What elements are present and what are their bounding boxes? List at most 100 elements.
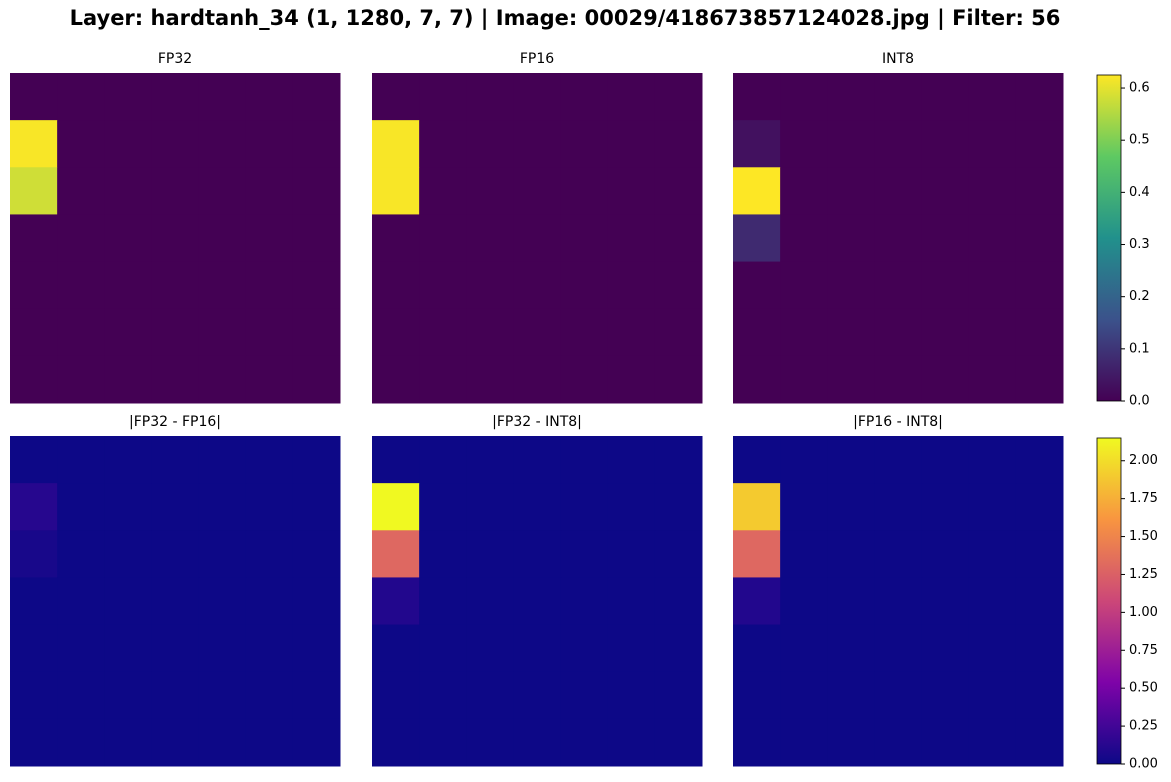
heatmap-cell: [1015, 214, 1064, 263]
heatmap-cell: [372, 671, 420, 720]
heatmap-cell: [151, 530, 200, 578]
heatmap-cell: [654, 73, 703, 121]
heatmap-cell: [560, 577, 609, 626]
heatmap-cell: [57, 530, 105, 578]
heatmap-cell: [104, 120, 152, 168]
heatmap-cell: [1015, 577, 1064, 626]
heatmap-cell: [419, 308, 467, 357]
heatmap-cell: [654, 577, 703, 626]
heatmap-cell: [921, 308, 970, 357]
heatmap-cell: [419, 671, 467, 720]
heatmap-cell: [104, 530, 152, 578]
colorbar-tick-label: 0.00: [1129, 757, 1158, 772]
colorbar-tick-label: 0.4: [1129, 185, 1150, 200]
heatmap-cell: [968, 214, 1017, 263]
heatmap-cell: [827, 120, 875, 168]
heatmap-cell: [104, 355, 152, 404]
heatmap-cell: [151, 577, 200, 626]
heatmap-cell: [104, 167, 152, 215]
heatmap-cell: [372, 308, 420, 357]
heatmap-cell: [968, 718, 1017, 767]
heatmap-cell: [292, 120, 341, 168]
heatmap-cell: [968, 624, 1017, 673]
heatmap-cell: [10, 577, 58, 626]
colorbar-tick-label: 0.1: [1129, 341, 1150, 356]
heatmap-cell: [513, 167, 562, 215]
panel-title: FP16: [520, 51, 554, 67]
heatmap-cell: [654, 120, 703, 168]
heatmap-cell: [560, 671, 609, 720]
heatmap-cell: [560, 120, 609, 168]
heatmap-cell: [372, 120, 420, 168]
heatmap-cell: [198, 355, 247, 404]
heatmap-cell: [607, 718, 656, 767]
heatmap-cell: [10, 530, 58, 578]
heatmap-cell: [733, 624, 781, 673]
heatmap-cell: [968, 73, 1017, 121]
figure-title: Layer: hardtanh_34 (1, 1280, 7, 7) | Ima…: [70, 6, 1061, 31]
heatmap-cell: [780, 577, 828, 626]
heatmap-cell: [372, 214, 420, 263]
heatmap-cell: [607, 483, 656, 531]
colorbar-tick-label: 2.00: [1129, 453, 1158, 468]
heatmap-cell: [654, 261, 703, 310]
heatmap-cell: [372, 577, 420, 626]
panel-title: INT8: [882, 51, 914, 67]
heatmap-cell: [466, 261, 514, 310]
heatmap-cell: [104, 671, 152, 720]
heatmap-cell: [654, 671, 703, 720]
heatmap-cell: [245, 120, 294, 168]
heatmap-cell: [57, 73, 105, 121]
heatmap-cell: [292, 718, 341, 767]
heatmap-cell: [827, 577, 875, 626]
heatmap-cell: [198, 483, 247, 531]
heatmap-cell: [198, 718, 247, 767]
heatmap-cell: [292, 530, 341, 578]
heatmap-cell: [654, 308, 703, 357]
heatmap-cell: [733, 483, 781, 531]
heatmap-cell: [151, 483, 200, 531]
heatmap-cell: [245, 73, 294, 121]
heatmap-cell: [419, 718, 467, 767]
heatmap-cell: [198, 577, 247, 626]
heatmap-cell: [513, 261, 562, 310]
heatmap-cell: [607, 671, 656, 720]
heatmap-cell: [921, 624, 970, 673]
heatmap-cell: [151, 436, 200, 484]
heatmap-cell: [780, 624, 828, 673]
heatmap-cell: [607, 577, 656, 626]
heatmap-cell: [151, 167, 200, 215]
heatmap-cell: [151, 214, 200, 263]
heatmap-cell: [921, 120, 970, 168]
heatmap-cell: [874, 483, 923, 531]
heatmap-cell: [921, 436, 970, 484]
heatmap-cell: [607, 624, 656, 673]
heatmap-cell: [466, 120, 514, 168]
heatmap-cell: [466, 718, 514, 767]
heatmap-cell: [513, 308, 562, 357]
heatmap-cell: [513, 624, 562, 673]
heatmap-cell: [560, 73, 609, 121]
heatmap-cell: [607, 436, 656, 484]
heatmap-cell: [513, 120, 562, 168]
heatmap-cell: [654, 718, 703, 767]
heatmap-cell: [874, 261, 923, 310]
heatmap-cell: [10, 120, 58, 168]
heatmap-cell: [198, 73, 247, 121]
heatmap-cell: [292, 624, 341, 673]
panel-title: |FP32 - INT8|: [492, 414, 582, 430]
heatmap-cell: [921, 577, 970, 626]
heatmap-cell: [57, 483, 105, 531]
heatmap-cell: [513, 214, 562, 263]
heatmap-cell: [419, 167, 467, 215]
heatmap-cell: [780, 483, 828, 531]
heatmap-cell: [57, 167, 105, 215]
heatmap-cell: [245, 483, 294, 531]
heatmap-cell: [607, 214, 656, 263]
heatmap-cell: [560, 214, 609, 263]
heatmap-cell: [607, 355, 656, 404]
heatmap-cell: [198, 624, 247, 673]
heatmap-cell: [968, 120, 1017, 168]
heatmap-cell: [1015, 73, 1064, 121]
heatmap-cell: [874, 530, 923, 578]
